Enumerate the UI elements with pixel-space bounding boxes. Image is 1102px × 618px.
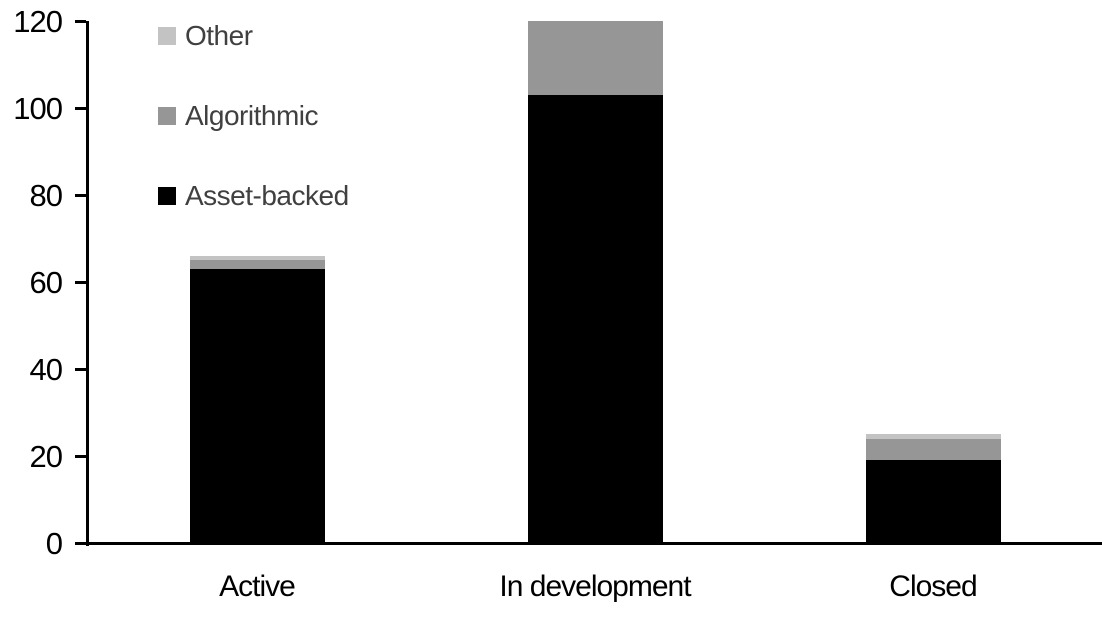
- y-axis-line: [86, 21, 89, 546]
- segment-algorithmic: [865, 438, 1001, 461]
- segment-algorithmic: [189, 260, 325, 269]
- legend-item-asset-backed: Asset-backed: [158, 182, 349, 210]
- bar-active: [189, 0, 325, 543]
- legend-label: Algorithmic: [185, 100, 318, 131]
- segment-asset-backed: [527, 94, 663, 543]
- bar-in-development: [527, 0, 663, 543]
- y-axis-tick: [75, 193, 86, 197]
- x-axis-label-closed: Closed: [889, 570, 977, 603]
- y-axis-tick: [75, 19, 86, 23]
- legend: Other Algorithmic Asset-backed: [158, 22, 349, 210]
- legend-swatch-algorithmic: [158, 107, 176, 125]
- y-axis-tick-label: 100: [13, 91, 63, 126]
- y-axis-tick: [75, 280, 86, 284]
- y-axis-tick-label: 60: [29, 265, 63, 300]
- legend-item-other: Other: [158, 22, 349, 50]
- x-axis-line: [86, 542, 1102, 545]
- segment-other: [189, 255, 325, 261]
- segment-other: [865, 434, 1001, 439]
- legend-swatch-asset-backed: [158, 187, 176, 205]
- segment-asset-backed: [865, 460, 1001, 543]
- y-axis-tick-label: 20: [29, 439, 63, 474]
- y-axis-tick-label: 0: [45, 526, 63, 561]
- x-axis-label-in-development: In development: [499, 570, 691, 603]
- legend-swatch-other: [158, 27, 176, 45]
- y-axis-tick-label: 80: [29, 178, 63, 213]
- y-axis-tick: [75, 454, 86, 458]
- x-axis-label-active: Active: [219, 570, 296, 603]
- legend-label: Other: [185, 20, 253, 51]
- y-axis-tick: [75, 541, 86, 545]
- bar-closed: [865, 0, 1001, 543]
- y-axis-tick-label: 120: [13, 4, 63, 39]
- legend-item-algorithmic: Algorithmic: [158, 102, 349, 130]
- y-axis-tick: [75, 106, 86, 110]
- y-axis-tick: [75, 367, 86, 371]
- legend-label: Asset-backed: [185, 180, 349, 211]
- segment-asset-backed: [189, 268, 325, 543]
- segment-algorithmic: [527, 21, 663, 95]
- y-axis-tick-label: 40: [29, 352, 63, 387]
